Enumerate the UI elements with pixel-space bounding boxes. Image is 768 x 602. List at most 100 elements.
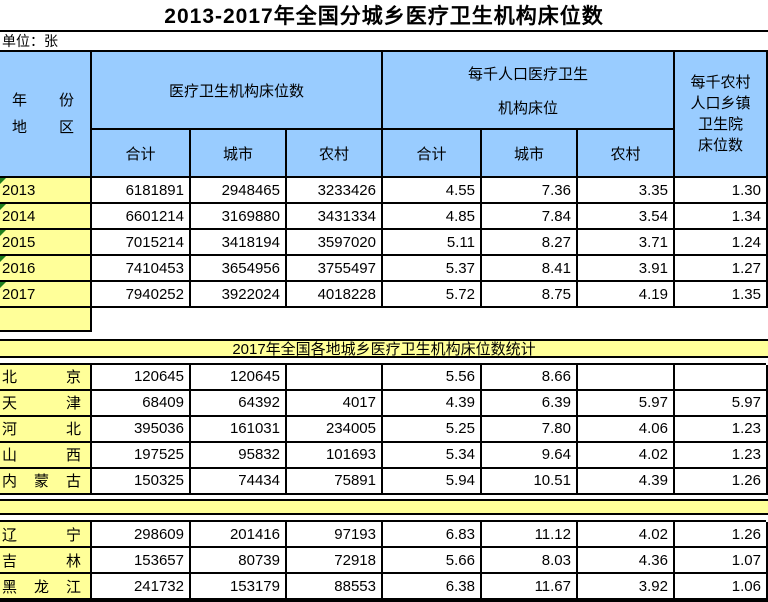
data-cell[interactable]: 3654956 — [191, 256, 287, 282]
data-cell[interactable]: 6.83 — [383, 522, 482, 548]
data-cell[interactable]: 7.36 — [482, 178, 578, 204]
data-cell[interactable]: 3.91 — [578, 256, 675, 282]
row-label-cell[interactable]: 辽 宁 — [0, 522, 92, 548]
data-cell[interactable]: 3922024 — [191, 282, 287, 308]
data-cell[interactable]: 64392 — [191, 390, 287, 417]
data-cell[interactable]: 153179 — [191, 574, 287, 600]
subheader-urban-1[interactable]: 城市 — [191, 130, 287, 178]
data-cell[interactable]: 5.11 — [383, 230, 482, 256]
empty-label-cell[interactable] — [0, 308, 92, 333]
row-label-cell[interactable]: 北 京 — [0, 364, 92, 391]
data-cell[interactable]: 3418194 — [191, 230, 287, 256]
data-cell[interactable]: 5.66 — [383, 548, 482, 574]
row-label-cell[interactable]: 河 北 — [0, 416, 92, 443]
data-cell[interactable]: 7410453 — [92, 256, 191, 282]
row-label-cell[interactable]: 黑龙江 — [0, 574, 92, 600]
row-label-cell[interactable]: 山 西 — [0, 442, 92, 469]
data-cell[interactable]: 95832 — [191, 442, 287, 469]
data-cell[interactable]: 6.38 — [383, 574, 482, 600]
data-cell[interactable]: 1.26 — [675, 468, 768, 495]
data-cell[interactable]: 4.85 — [383, 204, 482, 230]
data-cell[interactable]: 5.97 — [578, 390, 675, 417]
data-cell[interactable]: 75891 — [287, 468, 383, 495]
row-label-cell[interactable]: 2017 — [0, 282, 92, 308]
data-cell[interactable]: 3431334 — [287, 204, 383, 230]
data-cell[interactable]: 1.23 — [675, 416, 768, 443]
data-cell[interactable]: 8.41 — [482, 256, 578, 282]
row-label-cell[interactable]: 2013 — [0, 178, 92, 204]
data-cell[interactable]: 4.39 — [383, 390, 482, 417]
data-cell[interactable]: 8.66 — [482, 364, 578, 391]
data-cell[interactable]: 74434 — [191, 468, 287, 495]
data-cell[interactable]: 68409 — [92, 390, 191, 417]
data-cell[interactable]: 7.84 — [482, 204, 578, 230]
data-cell[interactable]: 3755497 — [287, 256, 383, 282]
data-cell[interactable]: 4017 — [287, 390, 383, 417]
data-cell[interactable]: 6181891 — [92, 178, 191, 204]
subheader-rural-1[interactable]: 农村 — [287, 130, 383, 178]
data-cell[interactable]: 5.34 — [383, 442, 482, 469]
data-cell[interactable]: 11.12 — [482, 522, 578, 548]
data-cell[interactable]: 101693 — [287, 442, 383, 469]
data-cell[interactable]: 3169880 — [191, 204, 287, 230]
data-cell[interactable]: 1.06 — [675, 574, 768, 600]
data-cell[interactable]: 120645 — [92, 364, 191, 391]
per-capita-group-header[interactable]: 每千人口医疗卫生 机构床位 — [383, 52, 675, 130]
data-cell[interactable]: 4.19 — [578, 282, 675, 308]
data-cell[interactable]: 8.75 — [482, 282, 578, 308]
row-label-cell[interactable]: 天 津 — [0, 390, 92, 417]
subheader-total-1[interactable]: 合计 — [92, 130, 191, 178]
subheader-total-2[interactable]: 合计 — [383, 130, 482, 178]
rural-township-header-cell[interactable]: 每千农村 人口乡镇 卫生院 床位数 — [675, 52, 768, 178]
data-cell[interactable]: 298609 — [92, 522, 191, 548]
data-cell[interactable]: 2948465 — [191, 178, 287, 204]
data-cell[interactable]: 6.39 — [482, 390, 578, 417]
data-cell[interactable]: 153657 — [92, 548, 191, 574]
section-banner[interactable]: 2017年全国各地城乡医疗卫生机构床位数统计 — [0, 338, 768, 358]
data-cell[interactable]: 6601214 — [92, 204, 191, 230]
data-cell[interactable]: 3597020 — [287, 230, 383, 256]
data-cell[interactable]: 3.71 — [578, 230, 675, 256]
data-cell[interactable]: 3233426 — [287, 178, 383, 204]
data-cell[interactable]: 3.54 — [578, 204, 675, 230]
data-cell[interactable] — [675, 364, 768, 391]
data-cell[interactable]: 1.07 — [675, 548, 768, 574]
data-cell[interactable]: 80739 — [191, 548, 287, 574]
data-cell[interactable]: 4.02 — [578, 442, 675, 469]
data-cell[interactable]: 120645 — [191, 364, 287, 391]
data-cell[interactable]: 201416 — [191, 522, 287, 548]
data-cell[interactable]: 5.25 — [383, 416, 482, 443]
subheader-urban-2[interactable]: 城市 — [482, 130, 578, 178]
data-cell[interactable]: 7015214 — [92, 230, 191, 256]
data-cell[interactable]: 97193 — [287, 522, 383, 548]
data-cell[interactable]: 3.92 — [578, 574, 675, 600]
data-cell[interactable]: 88553 — [287, 574, 383, 600]
data-cell[interactable]: 5.97 — [675, 390, 768, 417]
data-cell[interactable]: 4.06 — [578, 416, 675, 443]
data-cell[interactable]: 395036 — [92, 416, 191, 443]
subheader-rural-2[interactable]: 农村 — [578, 130, 675, 178]
data-cell[interactable]: 234005 — [287, 416, 383, 443]
row-label-cell[interactable]: 2015 — [0, 230, 92, 256]
data-cell[interactable]: 197525 — [92, 442, 191, 469]
data-cell[interactable]: 161031 — [191, 416, 287, 443]
row-label-cell[interactable]: 2014 — [0, 204, 92, 230]
data-cell[interactable]: 7.80 — [482, 416, 578, 443]
data-cell[interactable]: 72918 — [287, 548, 383, 574]
beds-group-header[interactable]: 医疗卫生机构床位数 — [92, 52, 383, 130]
data-cell[interactable]: 1.27 — [675, 256, 768, 282]
year-region-header-cell[interactable]: 年 份 地 区 — [0, 52, 92, 178]
data-cell[interactable]: 4.36 — [578, 548, 675, 574]
data-cell[interactable]: 10.51 — [482, 468, 578, 495]
data-cell[interactable]: 1.34 — [675, 204, 768, 230]
data-cell[interactable]: 11.67 — [482, 574, 578, 600]
data-cell[interactable]: 4018228 — [287, 282, 383, 308]
data-cell[interactable]: 4.02 — [578, 522, 675, 548]
data-cell[interactable]: 3.35 — [578, 178, 675, 204]
data-cell[interactable]: 5.72 — [383, 282, 482, 308]
data-cell[interactable]: 241732 — [92, 574, 191, 600]
data-cell[interactable]: 7940252 — [92, 282, 191, 308]
data-cell[interactable]: 150325 — [92, 468, 191, 495]
data-cell[interactable]: 1.23 — [675, 442, 768, 469]
data-cell[interactable]: 1.26 — [675, 522, 768, 548]
